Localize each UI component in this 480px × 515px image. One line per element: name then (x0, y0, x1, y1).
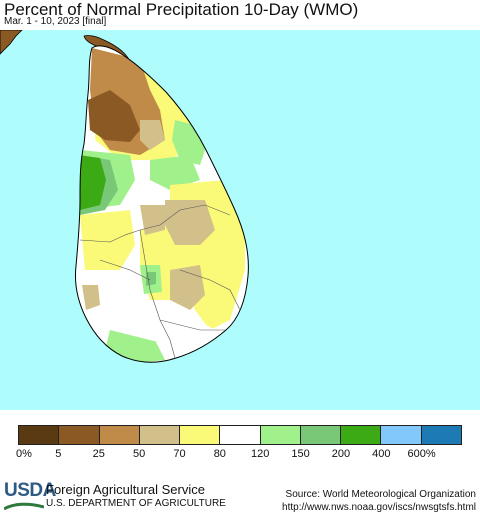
usda-swoosh-icon (4, 502, 44, 511)
sri-lanka-map (0, 30, 249, 363)
province-boundaries (79, 204, 241, 359)
usda-logo: USDA (4, 480, 56, 501)
legend-swatch (341, 426, 382, 444)
legend-swatch (99, 426, 140, 444)
page-title: Percent of Normal Precipitation 10-Day (… (4, 0, 359, 19)
legend-tick-label: 150 (291, 448, 310, 460)
legend-swatch (220, 426, 261, 444)
legend-tick-label: 400 (372, 448, 391, 460)
agency-name: Foreign Agricultural Service (46, 482, 205, 497)
india-mainland (0, 30, 23, 55)
legend-swatch (19, 426, 60, 444)
map-area (0, 30, 480, 410)
legend-tick-label: 80 (213, 448, 226, 460)
legend-swatch (139, 426, 181, 444)
legend-swatch (260, 426, 301, 444)
department-name: U.S. DEPARTMENT OF AGRICULTURE (46, 498, 226, 509)
page-subtitle: Mar. 1 - 10, 2023 [final] (4, 16, 107, 27)
legend-swatch (180, 426, 221, 444)
legend-tick-label: 70 (173, 448, 186, 460)
source-url[interactable]: http://www.nws.noaa.gov/iscs/nwsgtsfs.ht… (282, 502, 476, 513)
legend-tick-label: 0% (16, 448, 32, 460)
legend-tick-label: 5 (55, 448, 62, 460)
legend-tick-label: 200 (331, 448, 351, 460)
legend-swatch (59, 426, 100, 444)
legend-swatch (300, 426, 342, 444)
source-line: Source: World Meteorological Organizatio… (285, 489, 476, 500)
legend-bar (18, 425, 462, 445)
legend-tick-label: 600% (407, 448, 436, 460)
legend-swatch (381, 426, 422, 444)
legend-swatch (421, 426, 461, 444)
precip-zones (78, 48, 245, 363)
legend-tick-label: 120 (250, 448, 270, 460)
legend-tick-label: 50 (132, 448, 146, 460)
legend-tick-label: 25 (92, 448, 105, 460)
